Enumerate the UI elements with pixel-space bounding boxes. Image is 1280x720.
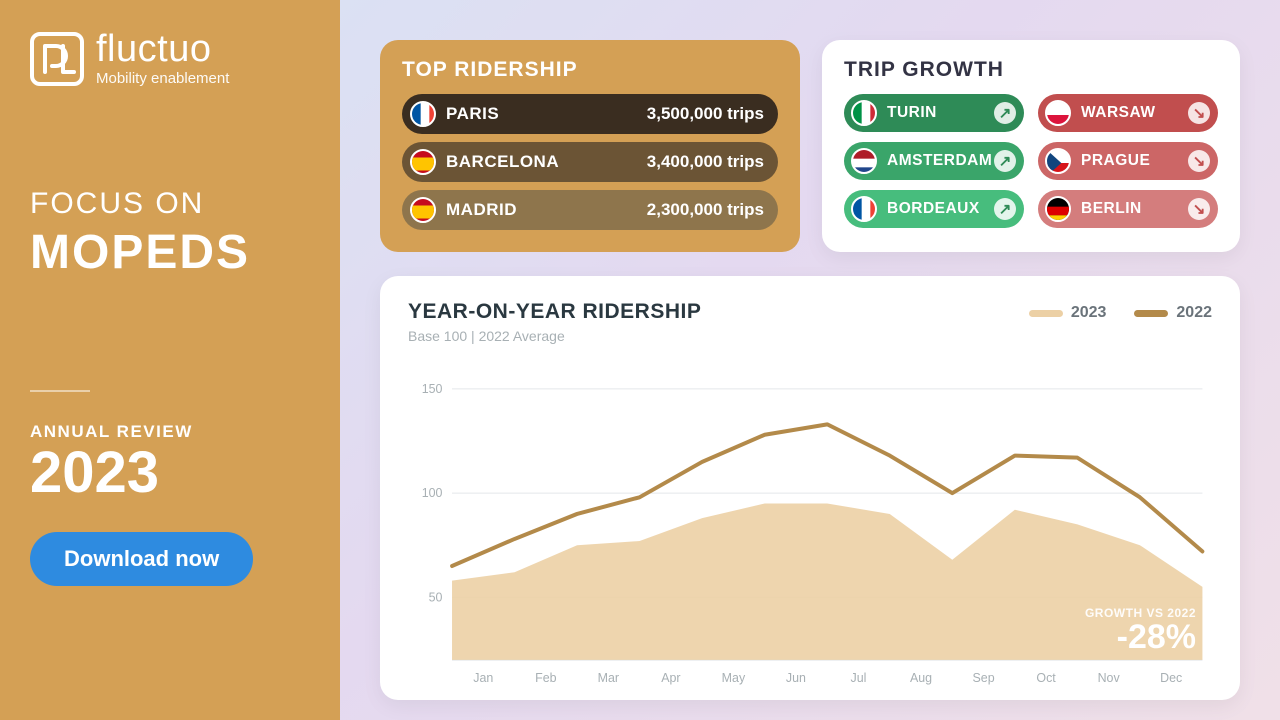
trip-growth-card: TRIP GROWTH TURIN ↗ WARSAW ↘ AMSTERDAM ↗… <box>822 40 1240 252</box>
chart-area: 50 100 150 Jan Feb Mar Apr May Jun Jul Aug Sep Oct No… <box>408 358 1212 690</box>
ridership-row: BARCELONA 3,400,000 trips <box>402 142 778 182</box>
city-name: BARCELONA <box>446 152 559 172</box>
growth-title: TRIP GROWTH <box>844 58 1218 82</box>
download-button[interactable]: Download now <box>30 532 253 586</box>
flag-icon <box>851 148 877 174</box>
flag-icon <box>1045 196 1071 222</box>
flag-icon <box>410 149 436 175</box>
legend-swatch-2022 <box>1134 310 1168 317</box>
focus-topic: MOPEDS <box>30 225 310 280</box>
brand-name: fluctuo <box>96 30 229 68</box>
ridership-title: TOP RIDERSHIP <box>402 58 778 82</box>
trip-count: 3,400,000 trips <box>647 152 764 172</box>
city-name: AMSTERDAM <box>887 152 992 170</box>
trend-arrow-icon: ↘ <box>1188 198 1210 220</box>
trend-arrow-icon: ↗ <box>994 102 1016 124</box>
growth-pill: AMSTERDAM ↗ <box>844 142 1024 180</box>
flag-icon <box>851 100 877 126</box>
main-content: TOP RIDERSHIP PARIS 3,500,000 trips BARC… <box>340 0 1280 720</box>
svg-text:Feb: Feb <box>535 670 556 685</box>
svg-text:Apr: Apr <box>661 670 681 685</box>
growth-overlay-label: GROWTH VS 2022 <box>1085 606 1196 620</box>
svg-text:150: 150 <box>422 381 443 396</box>
trend-arrow-icon: ↗ <box>994 198 1016 220</box>
growth-pill: WARSAW ↘ <box>1038 94 1218 132</box>
brand-tagline: Mobility enablement <box>96 70 229 87</box>
legend-2022: 2022 <box>1134 304 1212 322</box>
ridership-row: PARIS 3,500,000 trips <box>402 94 778 134</box>
svg-text:Jan: Jan <box>473 670 493 685</box>
city-name: MADRID <box>446 200 517 220</box>
svg-text:Aug: Aug <box>910 670 932 685</box>
growth-overlay: GROWTH VS 2022 -28% <box>1085 606 1196 654</box>
sidebar: fluctuo Mobility enablement FOCUS ON MOP… <box>0 0 340 720</box>
flag-icon <box>410 101 436 127</box>
brand: fluctuo Mobility enablement <box>30 30 310 87</box>
svg-text:May: May <box>722 670 746 685</box>
city-name: TURIN <box>887 104 937 122</box>
svg-text:Sep: Sep <box>973 670 995 685</box>
review-label: ANNUAL REVIEW <box>30 422 310 442</box>
legend-label-2023: 2023 <box>1071 304 1107 322</box>
trip-count: 3,500,000 trips <box>647 104 764 124</box>
city-name: WARSAW <box>1081 104 1155 122</box>
chart-legend: 2023 2022 <box>1029 300 1212 322</box>
city-name: PARIS <box>446 104 499 124</box>
growth-pill: TURIN ↗ <box>844 94 1024 132</box>
trend-arrow-icon: ↘ <box>1188 150 1210 172</box>
flag-icon <box>851 196 877 222</box>
divider <box>30 390 90 392</box>
growth-overlay-value: -28% <box>1085 620 1196 654</box>
brand-logo-icon <box>30 32 84 86</box>
svg-text:Oct: Oct <box>1036 670 1056 685</box>
svg-text:Dec: Dec <box>1160 670 1183 685</box>
growth-pill: BERLIN ↘ <box>1038 190 1218 228</box>
svg-text:Jul: Jul <box>851 670 867 685</box>
flag-icon <box>1045 100 1071 126</box>
growth-pill: BORDEAUX ↗ <box>844 190 1024 228</box>
city-name: BERLIN <box>1081 200 1142 218</box>
chart-header: YEAR-ON-YEAR RIDERSHIP Base 100 | 2022 A… <box>408 300 1212 344</box>
ridership-row: MADRID 2,300,000 trips <box>402 190 778 230</box>
growth-pill: PRAGUE ↘ <box>1038 142 1218 180</box>
review-year: 2023 <box>30 444 310 502</box>
focus-label: FOCUS ON <box>30 187 310 221</box>
trend-arrow-icon: ↘ <box>1188 102 1210 124</box>
flag-icon <box>1045 148 1071 174</box>
svg-text:Mar: Mar <box>598 670 620 685</box>
flag-icon <box>410 197 436 223</box>
trend-arrow-icon: ↗ <box>994 150 1016 172</box>
growth-grid: TURIN ↗ WARSAW ↘ AMSTERDAM ↗ PRAGUE ↘ BO… <box>844 94 1218 228</box>
top-cards-row: TOP RIDERSHIP PARIS 3,500,000 trips BARC… <box>380 40 1240 252</box>
svg-text:Nov: Nov <box>1098 670 1121 685</box>
svg-text:50: 50 <box>429 589 443 604</box>
ridership-list: PARIS 3,500,000 trips BARCELONA 3,400,00… <box>402 94 778 230</box>
chart-subtitle: Base 100 | 2022 Average <box>408 328 701 344</box>
city-name: PRAGUE <box>1081 152 1150 170</box>
chart-title: YEAR-ON-YEAR RIDERSHIP <box>408 300 701 324</box>
svg-text:Jun: Jun <box>786 670 806 685</box>
legend-2023: 2023 <box>1029 304 1107 322</box>
trip-count: 2,300,000 trips <box>647 200 764 220</box>
legend-swatch-2023 <box>1029 310 1063 317</box>
city-name: BORDEAUX <box>887 200 980 218</box>
legend-label-2022: 2022 <box>1176 304 1212 322</box>
yoy-chart-card: YEAR-ON-YEAR RIDERSHIP Base 100 | 2022 A… <box>380 276 1240 700</box>
top-ridership-card: TOP RIDERSHIP PARIS 3,500,000 trips BARC… <box>380 40 800 252</box>
svg-text:100: 100 <box>422 485 443 500</box>
